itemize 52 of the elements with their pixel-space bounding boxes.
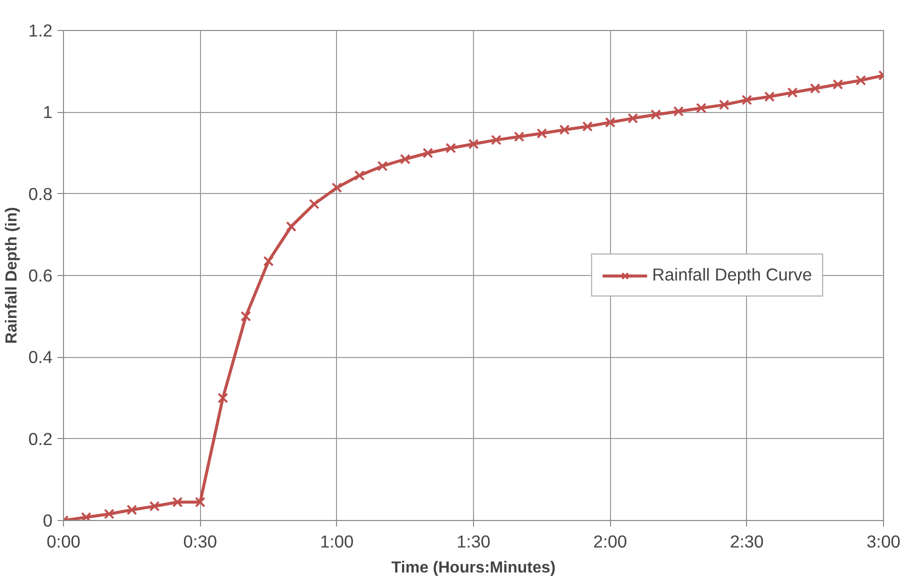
point	[856, 75, 866, 86]
point	[514, 131, 524, 142]
y-tick-label: 0.6	[28, 266, 53, 286]
point	[126, 504, 138, 516]
y-tick-label: 1	[42, 102, 53, 122]
point	[194, 496, 206, 508]
point	[422, 148, 434, 158]
x-tick-label: 1:30	[456, 532, 490, 552]
point	[742, 94, 752, 106]
x-axis-title: Time (Hours:Minutes)	[391, 560, 556, 576]
point	[832, 79, 844, 90]
point	[468, 138, 479, 150]
point	[696, 102, 706, 114]
y-axis-title: Rainfall Depth (in)	[3, 207, 20, 344]
point	[559, 124, 570, 135]
x-tick-label: 3:00	[866, 532, 900, 552]
y-tick-label: 0.8	[28, 184, 53, 204]
legend-label: Rainfall Depth Curve	[652, 264, 812, 286]
point	[490, 134, 502, 146]
point	[628, 113, 638, 124]
y-tick-label: 0.2	[28, 428, 53, 449]
point	[810, 83, 820, 94]
x-tick-label: 0:00	[46, 532, 80, 552]
x-tick-label: 2:00	[593, 532, 628, 552]
x-tick-label: 0:30	[183, 532, 218, 552]
y-tick-label: 1.2	[28, 20, 53, 40]
point	[332, 182, 342, 193]
point	[604, 117, 616, 128]
point	[104, 508, 114, 520]
x-tick-label: 2:30	[730, 532, 764, 552]
point	[400, 154, 410, 164]
point	[650, 109, 662, 120]
y-tick-label: 0	[42, 510, 53, 530]
point	[149, 500, 160, 512]
point	[377, 160, 388, 172]
point	[263, 256, 274, 266]
point	[218, 392, 228, 404]
point	[787, 87, 798, 98]
point	[80, 512, 92, 520]
point	[673, 106, 684, 117]
point	[308, 198, 320, 210]
point	[582, 121, 593, 132]
point	[718, 100, 730, 110]
point	[286, 221, 296, 232]
point	[172, 496, 183, 508]
point	[240, 311, 252, 322]
point	[536, 128, 548, 139]
point	[446, 142, 456, 154]
point	[354, 170, 365, 181]
point	[764, 91, 775, 102]
y-tick-label: 0.4	[28, 347, 53, 368]
x-tick-label: 1:00	[320, 532, 354, 552]
